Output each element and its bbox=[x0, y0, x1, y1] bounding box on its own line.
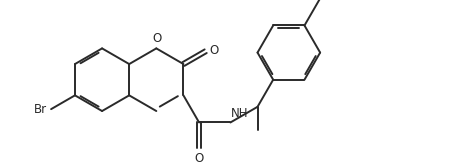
Text: Br: Br bbox=[34, 103, 47, 116]
Text: O: O bbox=[153, 32, 162, 45]
Text: NH: NH bbox=[231, 107, 249, 120]
Text: O: O bbox=[210, 44, 219, 57]
Text: O: O bbox=[194, 152, 204, 165]
